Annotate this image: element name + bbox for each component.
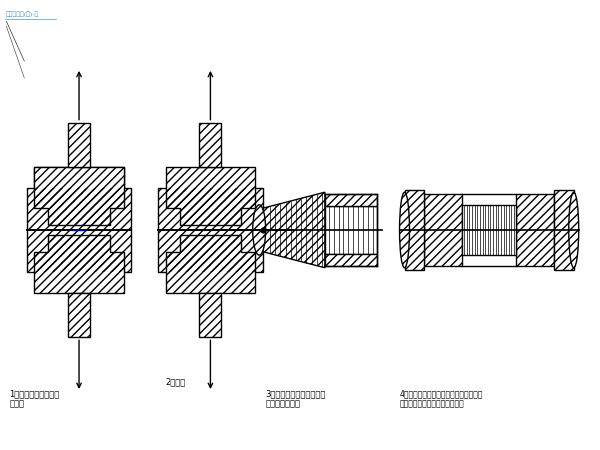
Bar [462,205,516,255]
Text: 2、紧固: 2、紧固 [166,377,186,386]
Bar [34,167,124,225]
Bar [199,123,221,167]
Bar [68,292,90,338]
Bar [158,188,263,272]
Text: 3、用直罗纹卡嘴大契将的
第二次进行生契: 3、用直罗纹卡嘴大契将的 第二次进行生契 [265,389,326,409]
Bar [199,292,221,338]
Bar [325,206,377,254]
Bar [199,292,221,338]
Polygon shape [34,167,124,225]
Bar [325,254,377,266]
Bar [325,194,377,206]
Polygon shape [34,235,124,292]
Bar [27,188,131,272]
Polygon shape [263,192,325,268]
Bar [68,123,90,167]
Bar [27,188,131,272]
Bar [554,190,574,270]
Bar [325,194,377,206]
Bar [404,190,424,270]
Polygon shape [166,167,255,225]
Ellipse shape [253,205,266,255]
Ellipse shape [400,192,409,268]
Bar [424,194,462,266]
Polygon shape [166,235,255,292]
Bar [199,123,221,167]
Text: 钻孔桩资料(如)-主: 钻孔桩资料(如)-主 [5,11,38,17]
Text: 1、用直罗纹卡嘴大契
键连接: 1、用直罗纹卡嘴大契 键连接 [10,389,59,409]
Bar [404,190,424,270]
Bar [158,188,263,272]
Bar [325,254,377,266]
Text: 4、用直罗纹卡嘴大契进行三子契展进行
紧固，完成一个直罗纹卡刴施工: 4、用直罗纹卡嘴大契进行三子契展进行 紧固，完成一个直罗纹卡刴施工 [400,389,483,409]
Bar [554,190,574,270]
Bar [68,292,90,338]
Bar [68,123,90,167]
Bar [516,194,554,266]
Bar [424,194,462,266]
Ellipse shape [569,192,579,268]
Bar [516,194,554,266]
Bar [34,167,124,225]
